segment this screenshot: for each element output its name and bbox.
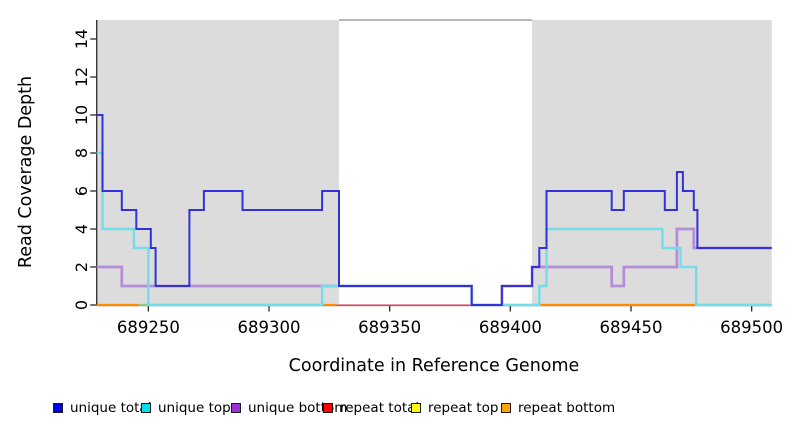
x-axis-label: Coordinate in Reference Genome	[289, 356, 580, 376]
x-tick-label: 689500	[720, 318, 783, 337]
masked-region-left	[96, 20, 339, 305]
y-tick-label: 0	[72, 300, 91, 310]
x-tick-label: 689250	[117, 318, 180, 337]
series-unique-total	[96, 114, 772, 306]
x-tick-label: 689400	[479, 318, 542, 337]
x-tick-label: 689300	[238, 318, 301, 337]
y-tick-label: 8	[72, 148, 91, 158]
legend-label: unique bottom	[248, 400, 348, 416]
legend-label: repeat top	[428, 400, 499, 416]
masked-region-right	[532, 20, 772, 305]
legend-label: repeat total	[340, 400, 420, 416]
chart-legend: unique total unique top unique bottom repea…	[0, 399, 792, 421]
legend-swatch-icon	[141, 403, 151, 413]
legend-item-unique-bottom: unique bottom	[231, 399, 347, 417]
y-tick-label: 2	[72, 262, 91, 272]
x-tick-label: 689350	[358, 318, 421, 337]
y-tick-label: 4	[72, 224, 91, 234]
coverage-plot-svg: 689250 689300 689350 689400 689450 689500 0 2 4 6…	[16, 19, 783, 376]
legend-item-unique-top: unique top	[141, 399, 231, 417]
legend-swatch-icon	[411, 403, 421, 413]
legend-label: unique total	[70, 400, 152, 416]
y-tick-label: 10	[72, 105, 91, 125]
y-axis-label: Read Coverage Depth	[16, 76, 36, 268]
legend-item-repeat-total: repeat total	[323, 399, 419, 417]
legend-swatch-icon	[231, 403, 241, 413]
y-tick-label: 14	[72, 29, 91, 49]
y-tick-label: 12	[72, 67, 91, 87]
plot-layers: 689250 689300 689350 689400 689450 689500 0 2 4 6…	[72, 19, 783, 337]
legend-swatch-icon	[323, 403, 333, 413]
series-unique-top	[96, 151, 772, 307]
legend-label: repeat bottom	[518, 400, 616, 416]
legend-swatch-icon	[53, 403, 63, 413]
legend-item-repeat-bottom: repeat bottom	[501, 399, 615, 417]
legend-swatch-icon	[501, 403, 511, 413]
x-tick-label: 689450	[600, 318, 663, 337]
y-tick-label: 6	[72, 186, 91, 196]
legend-item-repeat-top: repeat top	[411, 399, 498, 417]
legend-label: unique top	[158, 400, 231, 416]
legend-item-unique-total: unique total	[53, 399, 151, 417]
